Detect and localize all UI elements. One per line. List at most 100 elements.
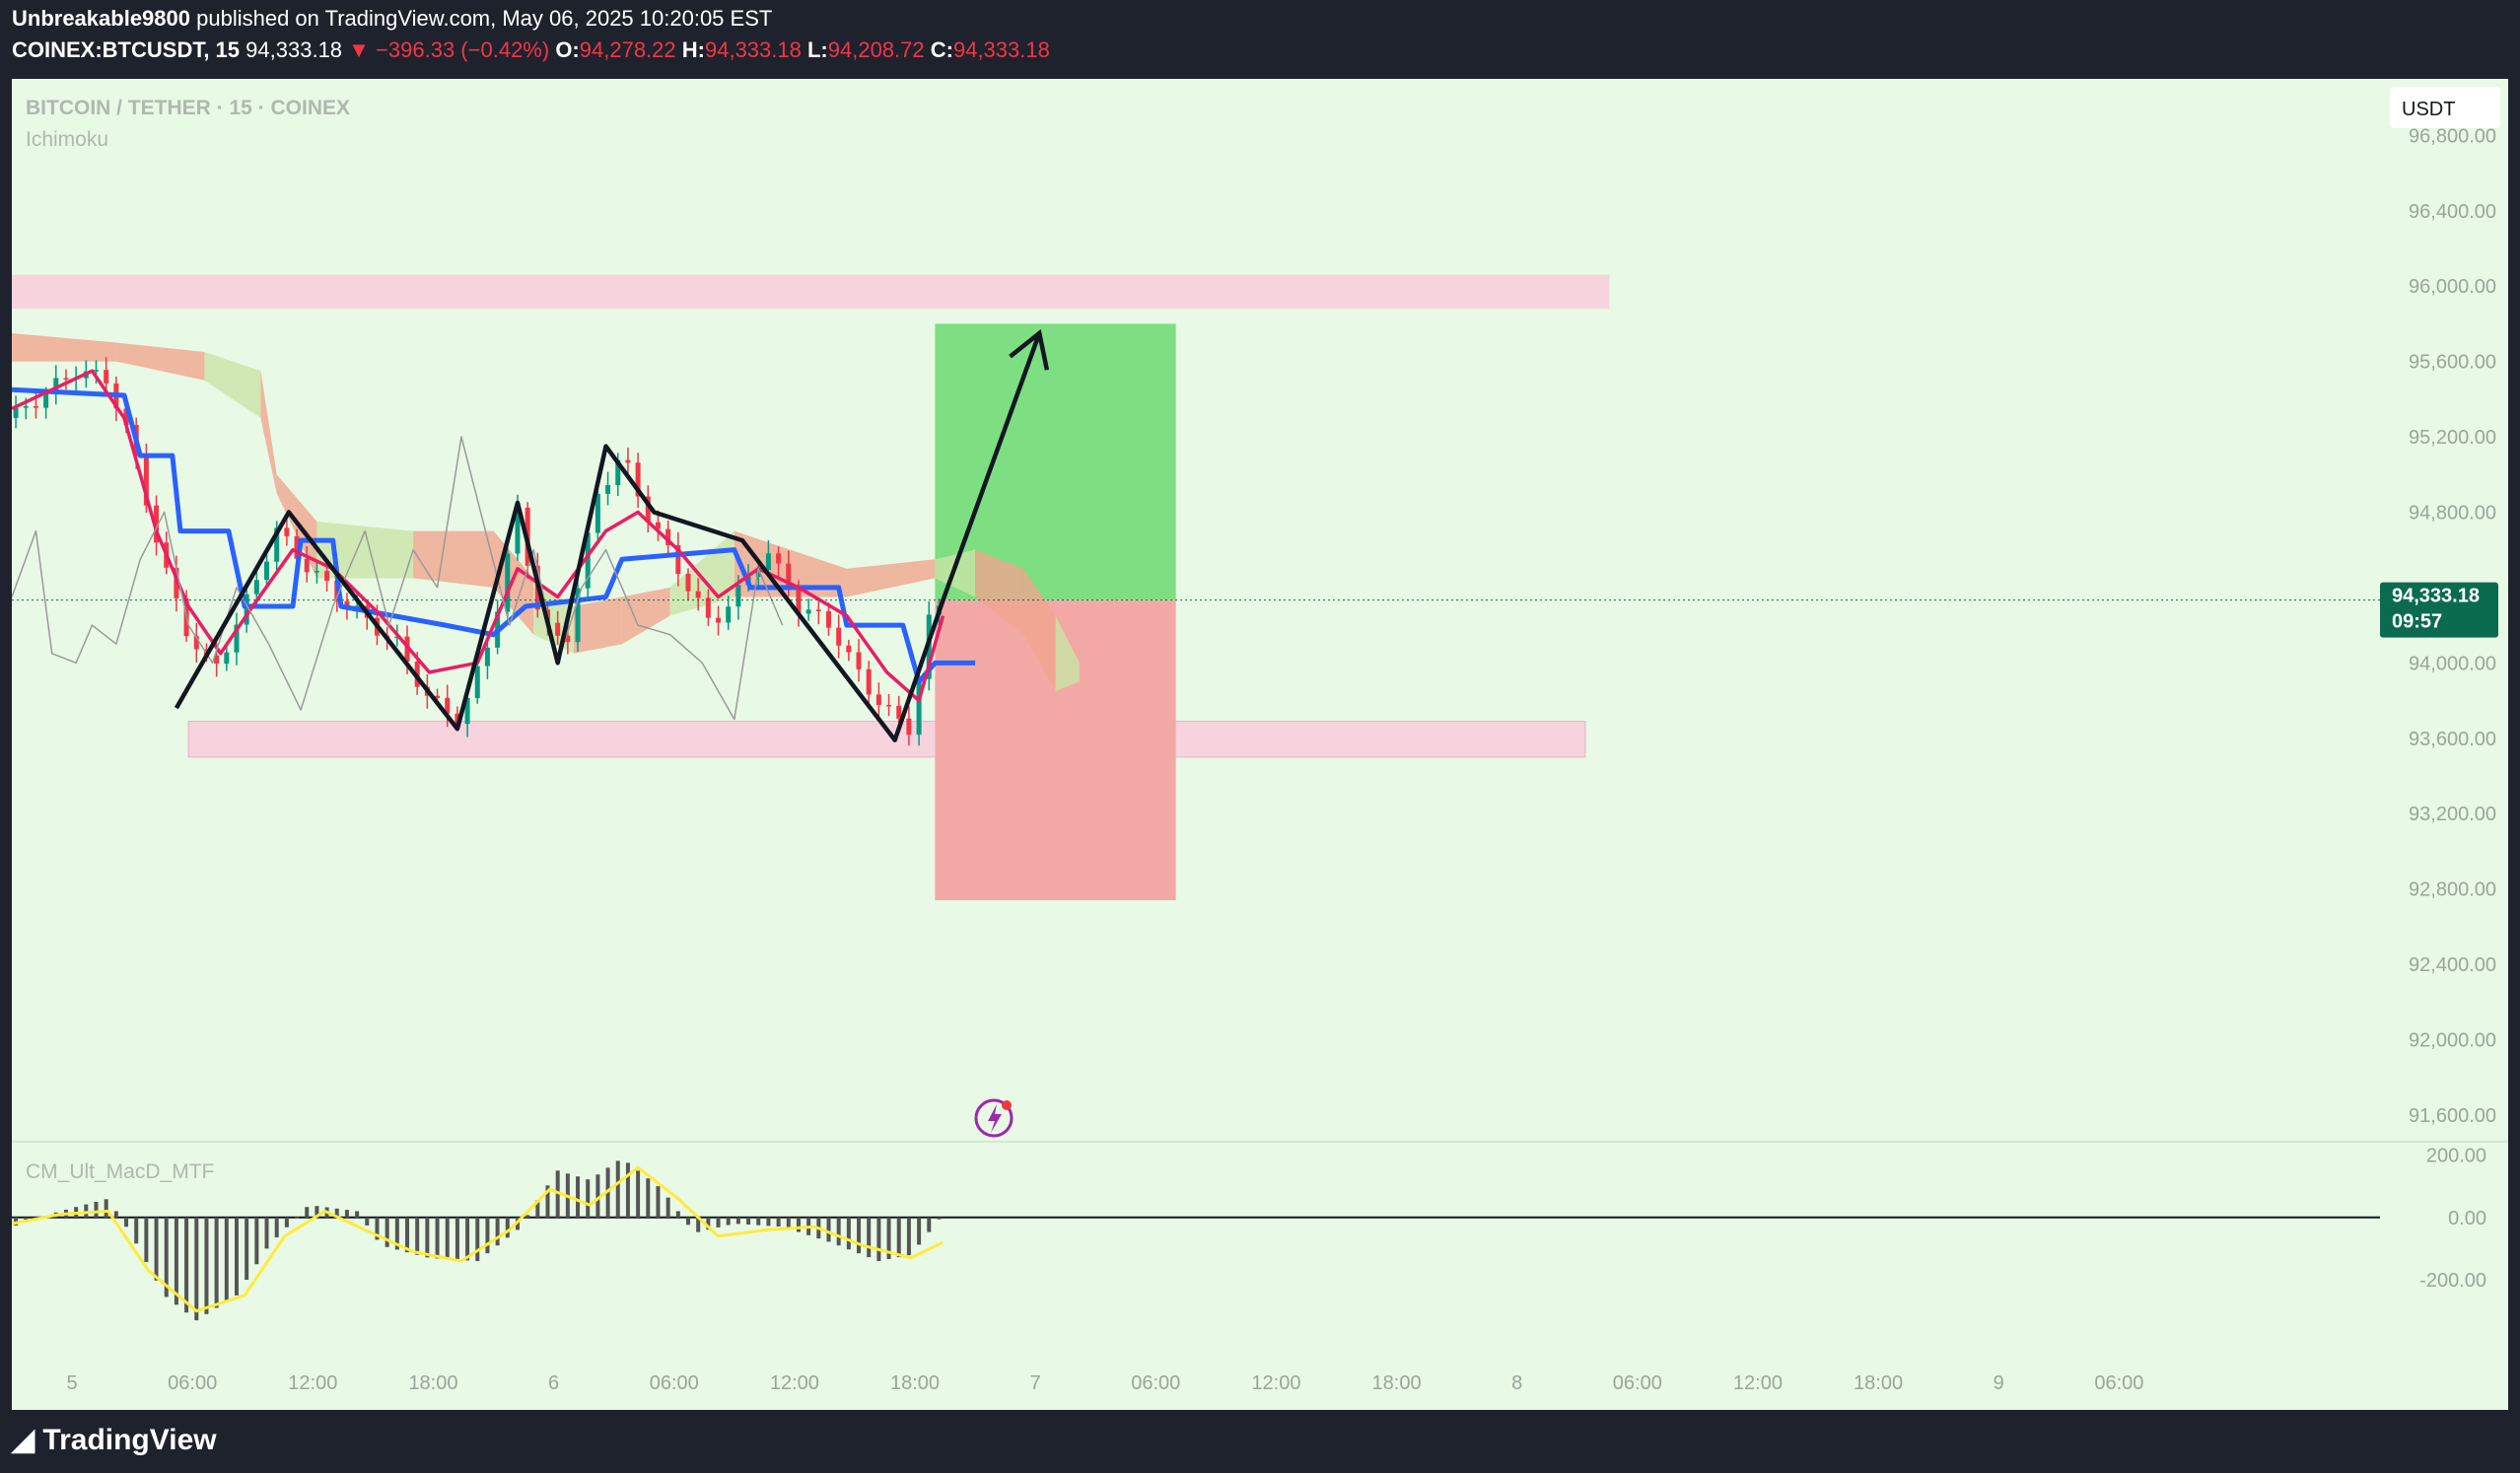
candle-body — [394, 636, 400, 639]
candle-body — [796, 590, 802, 614]
macd-histogram-bar — [305, 1207, 310, 1218]
candles — [13, 357, 942, 746]
candle-body — [224, 652, 230, 665]
cloud-segment — [975, 549, 1023, 635]
candle-body — [726, 606, 732, 623]
candle-body — [615, 459, 621, 485]
price-axis-label: 94,800.00 — [2409, 502, 2496, 524]
macd-histogram-bar — [295, 1217, 300, 1219]
cloud-segment — [260, 371, 277, 494]
indicator-lines — [12, 369, 2380, 721]
alert-icon[interactable] — [974, 1098, 1014, 1138]
cloud-segment — [204, 352, 261, 418]
candle-body — [836, 627, 842, 646]
candle-body — [786, 563, 792, 591]
time-axis-label: 18:00 — [1372, 1372, 1422, 1394]
macd-histogram-bar — [445, 1217, 450, 1260]
time-axis-label: 06:00 — [1613, 1372, 1662, 1394]
candle-body — [123, 408, 129, 426]
candle-body — [53, 378, 59, 393]
macd-axis-label: 0.00 — [2448, 1208, 2486, 1229]
candle-body — [284, 527, 290, 536]
macd-histogram-bar — [124, 1217, 129, 1228]
time-axis-label: 12:00 — [288, 1372, 337, 1394]
macd-histogram-bar — [385, 1217, 389, 1247]
macd-histogram-bar — [394, 1217, 399, 1250]
candle-body — [404, 636, 410, 663]
price-axis-label: 93,200.00 — [2409, 804, 2496, 825]
macd-histogram-bar — [756, 1217, 761, 1226]
time-axis-label: 06:00 — [650, 1372, 699, 1394]
candle-body — [253, 580, 259, 595]
price-axis-label: 95,200.00 — [2409, 427, 2496, 449]
candle-body — [896, 705, 902, 719]
macd-histogram-bar — [245, 1217, 249, 1281]
candle-body — [645, 496, 651, 523]
macd-signal-line — [12, 1165, 945, 1313]
macd-histogram-bar — [937, 1217, 942, 1220]
candle-body — [264, 561, 270, 581]
candle-body — [43, 392, 49, 408]
price-axis-label: 96,800.00 — [2409, 125, 2496, 147]
time-axis-label: 06:00 — [2094, 1372, 2143, 1394]
macd-histogram-bar — [334, 1208, 339, 1218]
macd-axis-label: -200.00 — [2419, 1270, 2486, 1292]
price-axis-label: 92,000.00 — [2409, 1029, 2496, 1051]
macd-histogram-bar — [104, 1199, 108, 1218]
candle-body — [234, 624, 240, 653]
tenkan-line — [12, 369, 945, 703]
macd-histogram-bar — [586, 1179, 591, 1218]
price-axis-label: 92,800.00 — [2409, 879, 2496, 901]
macd-histogram-bar — [184, 1217, 189, 1313]
low-value: 94,208.72 — [827, 37, 925, 62]
candle-body — [464, 697, 470, 725]
macd-histogram-bar — [726, 1217, 731, 1226]
price-axis-label: 91,600.00 — [2409, 1105, 2496, 1127]
candle-body — [565, 635, 571, 643]
macd-histogram-bar — [716, 1217, 721, 1228]
candle-body — [274, 527, 280, 562]
macd-histogram-bar — [164, 1217, 169, 1298]
chart-canvas[interactable]: 96,800.00 96,400.00 96,000.00 95,600.00 95,2… — [12, 79, 2508, 1410]
price-tag-value: 94,333.18 — [2392, 586, 2480, 607]
lagging-line — [12, 436, 784, 721]
cloud-segment — [573, 596, 622, 654]
symbol-label: COINEX:BTCUSDT, 15 — [12, 37, 241, 62]
macd-histogram-bar — [405, 1217, 410, 1253]
ohlc-row: COINEX:BTCUSDT, 15 94,333.18 ▼ −396.33 (… — [12, 37, 1050, 63]
candle-body — [455, 713, 460, 725]
price-tag-countdown: 09:57 — [2392, 611, 2442, 633]
pattern-drawing[interactable] — [174, 328, 1050, 742]
candle-body — [304, 558, 310, 573]
macd-histogram-bar — [254, 1217, 259, 1265]
pattern-arrowhead — [1009, 328, 1050, 371]
author-name[interactable]: Unbreakable9800 — [12, 6, 190, 31]
candle-body — [815, 609, 821, 611]
candle-body — [13, 407, 19, 418]
macd-histogram-bar — [224, 1217, 229, 1302]
price-axis-label: 95,600.00 — [2409, 352, 2496, 374]
candle-body — [505, 553, 511, 612]
candle-body — [474, 666, 480, 698]
price-axis-label: 96,000.00 — [2409, 276, 2496, 298]
macd-histogram-bar — [675, 1211, 680, 1218]
time-axis-label: 9 — [1994, 1372, 2004, 1394]
macd-histogram-bar — [766, 1217, 771, 1227]
candle-body — [555, 622, 561, 636]
macd-histogram-bar — [625, 1162, 630, 1218]
candle-body — [665, 528, 671, 545]
macd-histogram-bar — [846, 1217, 851, 1250]
currency-button[interactable] — [2390, 87, 2500, 128]
cloud-segment — [621, 587, 670, 645]
candle-body — [193, 636, 199, 650]
macd-histogram-bar — [284, 1217, 289, 1228]
macd-histogram-bar — [264, 1217, 269, 1249]
macd-histogram-bar — [876, 1217, 881, 1262]
close-value: 94,333.18 — [952, 37, 1050, 62]
tradingview-logo[interactable]: ◢ TradingView — [12, 1423, 217, 1457]
candle-body — [856, 652, 862, 669]
currency-label: USDT — [2402, 99, 2455, 120]
macd-histogram-bar — [656, 1186, 661, 1218]
macd-histogram-bar — [636, 1170, 641, 1218]
candle-body — [314, 571, 319, 573]
